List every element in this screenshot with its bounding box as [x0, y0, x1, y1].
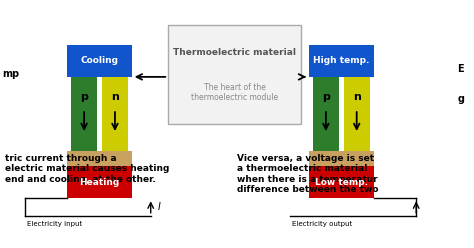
Text: E: E [457, 64, 464, 74]
Text: g: g [457, 94, 465, 104]
Text: tric current through a
electric material causes heating
end and cooling  at the : tric current through a electric material… [5, 154, 169, 184]
Text: Electricity output: Electricity output [292, 221, 353, 227]
Bar [309, 151, 374, 166]
Bar [67, 166, 132, 198]
Bar [102, 77, 128, 151]
Text: Electricity input: Electricity input [27, 221, 82, 227]
Text: mp: mp [2, 69, 19, 79]
Text: p: p [80, 92, 88, 102]
Bar [71, 77, 97, 151]
Text: Heating: Heating [80, 178, 119, 187]
Text: p: p [322, 92, 330, 102]
Bar [168, 25, 301, 124]
Text: Cooling: Cooling [81, 56, 118, 65]
Text: I: I [158, 202, 161, 212]
Bar [67, 151, 132, 166]
Text: Vice versa, a voltage is set
a thermoelectric material
when there is a temperatu: Vice versa, a voltage is set a thermoele… [237, 154, 379, 194]
Text: n: n [353, 92, 361, 102]
Bar [67, 45, 132, 77]
Text: Thermoelectric material: Thermoelectric material [173, 48, 296, 57]
Bar [309, 166, 374, 198]
Text: n: n [111, 92, 119, 102]
Text: The heart of the
thermoelectric module: The heart of the thermoelectric module [191, 83, 278, 102]
Text: Low temp.: Low temp. [315, 178, 368, 187]
Bar [313, 77, 339, 151]
Text: High temp.: High temp. [313, 56, 369, 65]
Bar [309, 45, 374, 77]
Bar [344, 77, 370, 151]
